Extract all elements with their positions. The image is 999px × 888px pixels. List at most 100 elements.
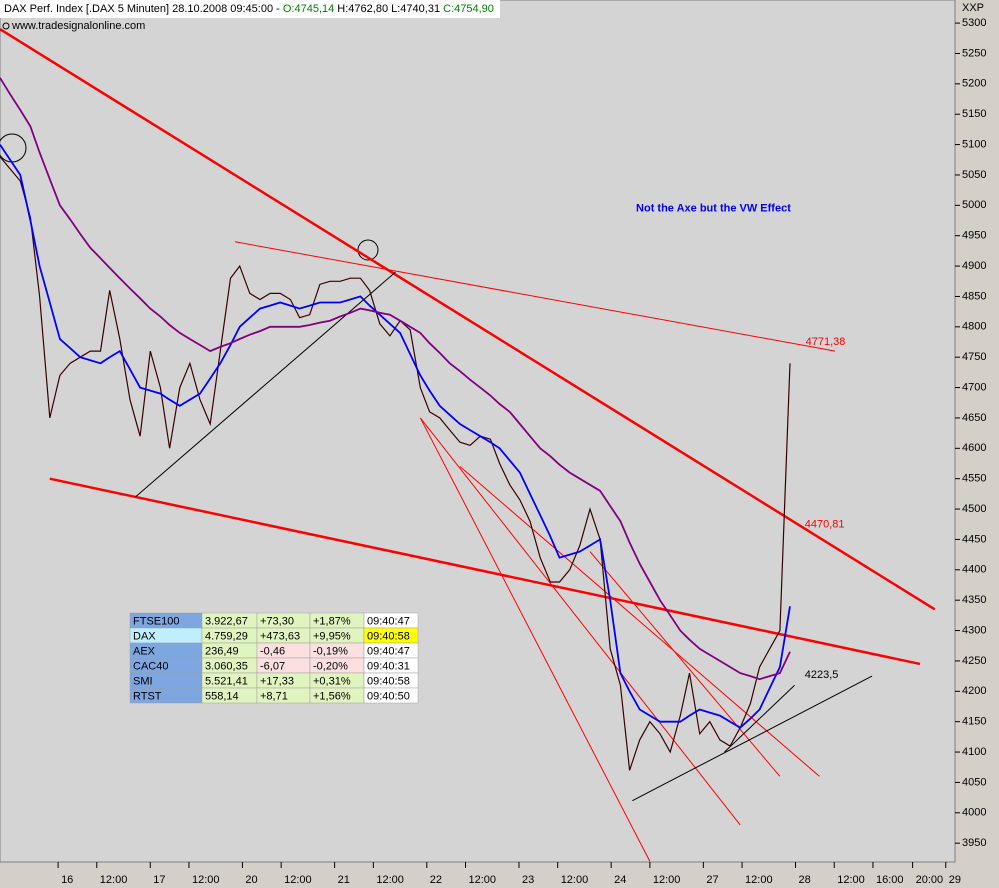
x-tick-label: 29	[949, 874, 961, 886]
x-tick-label: 12:00	[653, 874, 681, 886]
plot-area	[0, 0, 956, 863]
y-tick-label: 4850	[962, 290, 986, 302]
y-tick-label: 4550	[962, 473, 986, 485]
table-text: +8,71	[260, 690, 288, 702]
y-tick-label: 5250	[962, 47, 986, 59]
table-text: 09:40:47	[367, 615, 410, 627]
y-tick-label: 4050	[962, 776, 986, 788]
table-text: DAX	[133, 630, 156, 642]
y-tick-label: 5300	[962, 17, 986, 29]
x-tick-label: 28	[799, 874, 811, 886]
overlay: DAX Perf. Index [.DAX 5 Minuten] 28.10.2…	[0, 0, 500, 704]
y-tick-label: 4700	[962, 381, 986, 393]
trendline	[419, 417, 651, 862]
x-tick-label: 27	[706, 874, 718, 886]
table-text: +9,95%	[313, 630, 351, 642]
x-tick-label: 16:00	[876, 874, 904, 886]
trendline	[135, 271, 396, 498]
table-text: CAC40	[133, 660, 168, 672]
header: DAX Perf. Index [.DAX 5 Minuten] 28.10.2…	[4, 3, 494, 15]
x-tick-label: 12:00	[284, 874, 312, 886]
y-tick-label: 4150	[962, 716, 986, 728]
table-text: 09:40:31	[367, 660, 410, 672]
table-text: -0,19%	[313, 645, 348, 657]
y-tick-label: 4400	[962, 564, 986, 576]
y-tick-label: 5150	[962, 108, 986, 120]
x-tick-label: 12:00	[561, 874, 589, 886]
table-text: 5.521,41	[205, 675, 248, 687]
table-text: 3.922,67	[205, 615, 248, 627]
x-tick-label: 24	[614, 874, 626, 886]
table-cell	[363, 687, 419, 704]
table-text: +1,56%	[313, 690, 351, 702]
y-tick-label: 4250	[962, 655, 986, 667]
y-tick-label: 4000	[962, 807, 986, 819]
x-tick-label: 12:00	[376, 874, 404, 886]
y-tick-label: 4750	[962, 351, 986, 363]
trendline	[49, 477, 921, 666]
y-tick-label: 5000	[962, 199, 986, 211]
axis-name: XXP	[962, 2, 984, 14]
y-tick-label: 4300	[962, 624, 986, 636]
trendline	[632, 675, 873, 802]
table-text: 236,49	[205, 645, 239, 657]
table-text: 09:40:58	[367, 630, 410, 642]
y-tick-label: 3950	[962, 837, 986, 849]
trendline	[234, 241, 836, 352]
y-tick-label: 4800	[962, 321, 986, 333]
y-tick-label: 4650	[962, 412, 986, 424]
table-text: 558,14	[205, 690, 239, 702]
y-tick-label: 4900	[962, 260, 986, 272]
source: www.tradesignalonline.com	[11, 20, 145, 32]
x-tick-label: 12:00	[745, 874, 773, 886]
y-tick-label: 5050	[962, 169, 986, 181]
trendline	[724, 684, 795, 753]
x-tick-label: 16	[61, 874, 73, 886]
table-text: +473,63	[260, 630, 300, 642]
table-text: -6,07	[260, 660, 285, 672]
y-tick-label: 4350	[962, 594, 986, 606]
header-bg	[0, 0, 500, 18]
y-tick-label: 5200	[962, 78, 986, 90]
level-label: 4223,5	[805, 669, 839, 681]
x-tick-label: 22	[430, 874, 442, 886]
trendline	[459, 466, 820, 777]
header-part: H:4762,80	[337, 3, 388, 15]
x-tick-label: 23	[522, 874, 534, 886]
y-tick-label: 5100	[962, 138, 986, 150]
table-text: 09:40:50	[367, 690, 410, 702]
table-text: +73,30	[260, 615, 294, 627]
y-tick-label: 4200	[962, 685, 986, 697]
x-tick-label: 12:00	[469, 874, 497, 886]
header-part: DAX Perf. Index [.DAX 5 Minuten] 28.10.2…	[4, 3, 273, 15]
trendline	[419, 417, 741, 826]
x-tick-label: 12:00	[837, 874, 865, 886]
y-tick-label: 4600	[962, 442, 986, 454]
y-tick-label: 4950	[962, 230, 986, 242]
table-text: +1,87%	[313, 615, 351, 627]
trendline	[589, 551, 781, 777]
x-tick-label: 21	[338, 874, 350, 886]
table-text: RTST	[133, 690, 162, 702]
y-tick-label: 4500	[962, 503, 986, 515]
x-tick-label: 17	[153, 874, 165, 886]
table-text: +0,31%	[313, 675, 351, 687]
x-tick-label: 12:00	[100, 874, 128, 886]
level-label: 4470,81	[805, 519, 845, 531]
x-tick-label: 20	[245, 874, 257, 886]
x-tick-label: 20:00	[916, 874, 944, 886]
table-text: FTSE100	[133, 615, 179, 627]
y-tick-label: 4100	[962, 746, 986, 758]
x-tick-label: 12:00	[192, 874, 220, 886]
table-text: -0,46	[260, 645, 285, 657]
table-text: 09:40:47	[367, 645, 410, 657]
header-part: O:4745,14	[283, 3, 334, 15]
table-text: 09:40:58	[367, 675, 410, 687]
series-line	[0, 144, 791, 729]
header-part: L:4740,31	[391, 3, 440, 15]
table-text: +17,33	[260, 675, 294, 687]
source-icon	[2, 22, 10, 30]
table-text: SMI	[133, 675, 153, 687]
annotation: Not the Axe but the VW Effect	[636, 202, 791, 214]
